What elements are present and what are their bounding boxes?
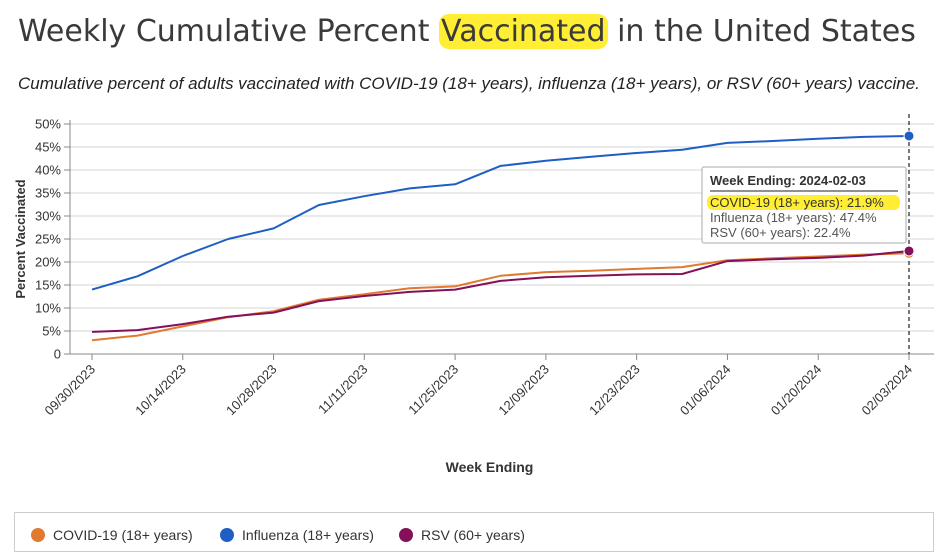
tooltip-line: Influenza (18+ years): 47.4% [710,210,877,225]
tooltip-heading: Week Ending: 2024-02-03 [710,173,866,188]
title-highlight: Vaccinated [439,14,608,49]
legend-covid-marker [31,528,45,542]
y-tick-label: 15% [35,278,61,293]
page-title: Weekly Cumulative Percent Vaccinated in … [18,14,916,49]
tooltip-line: RSV (60+ years): 22.4% [710,225,851,240]
legend-item-influenza[interactable]: Influenza (18+ years) [220,527,374,543]
series-line-rsv [91,250,910,333]
y-tick-label: 30% [35,209,61,224]
y-tick-label: 5% [42,324,61,339]
x-tick-label: 01/20/2024 [768,362,825,419]
y-tick-label: 10% [35,301,61,316]
hover-marker-influenza [903,130,915,142]
vaccination-line-chart[interactable]: 0 5% 10% 15% 20% 25% 30% 35% 40% 45% 50% 09/30/2023… [0,0,942,510]
y-tick-label: 0 [54,347,61,362]
series-line-covid19 [91,252,910,342]
x-tick-label: 12/23/2023 [586,362,643,419]
legend-item-covid[interactable]: COVID-19 (18+ years) [31,527,193,543]
x-tick-label: 02/03/2024 [858,362,915,419]
x-tick-label: 11/25/2023 [405,362,461,418]
legend-rsv-label: RSV (60+ years) [421,527,525,543]
x-tick-label: 09/30/2023 [41,362,98,419]
y-axis-title: Percent Vaccinated [13,179,28,298]
title-part-2: in the United States [607,14,916,49]
hover-tooltip: Week Ending: 2024-02-03 COVID-19 (18+ yea… [701,166,907,244]
series-line-influenza [91,135,910,291]
chart-subtitle: Cumulative percent of adults vaccinated … [18,74,920,93]
x-tick-label: 10/28/2023 [223,362,280,419]
legend-covid-label: COVID-19 (18+ years) [53,527,193,543]
tooltip-line: COVID-19 (18+ years): 21.9% [710,195,884,210]
y-tick-label: 35% [35,186,61,201]
y-tick-label: 45% [35,140,61,155]
x-tick-label: 10/14/2023 [132,362,189,419]
y-tick-label: 20% [35,255,61,270]
title-part-1: Weekly Cumulative Percent [18,14,439,49]
y-tick-label: 40% [35,163,61,178]
hover-marker-rsv [903,245,915,257]
tooltip-highlight [707,195,900,210]
x-tick-label: 12/09/2023 [495,362,552,419]
chart-legend: COVID-19 (18+ years) Influenza (18+ year… [14,512,934,552]
x-tick-label: 11/11/2023 [315,362,370,417]
y-tick-label: 25% [35,232,61,247]
y-tick-label: 50% [35,117,61,132]
legend-item-rsv[interactable]: RSV (60+ years) [399,527,525,543]
legend-rsv-marker [399,528,413,542]
x-axis-title: Week Ending [446,459,534,475]
x-tick-label: 01/06/2024 [677,362,734,419]
legend-influenza-marker [220,528,234,542]
legend-influenza-label: Influenza (18+ years) [242,527,374,543]
